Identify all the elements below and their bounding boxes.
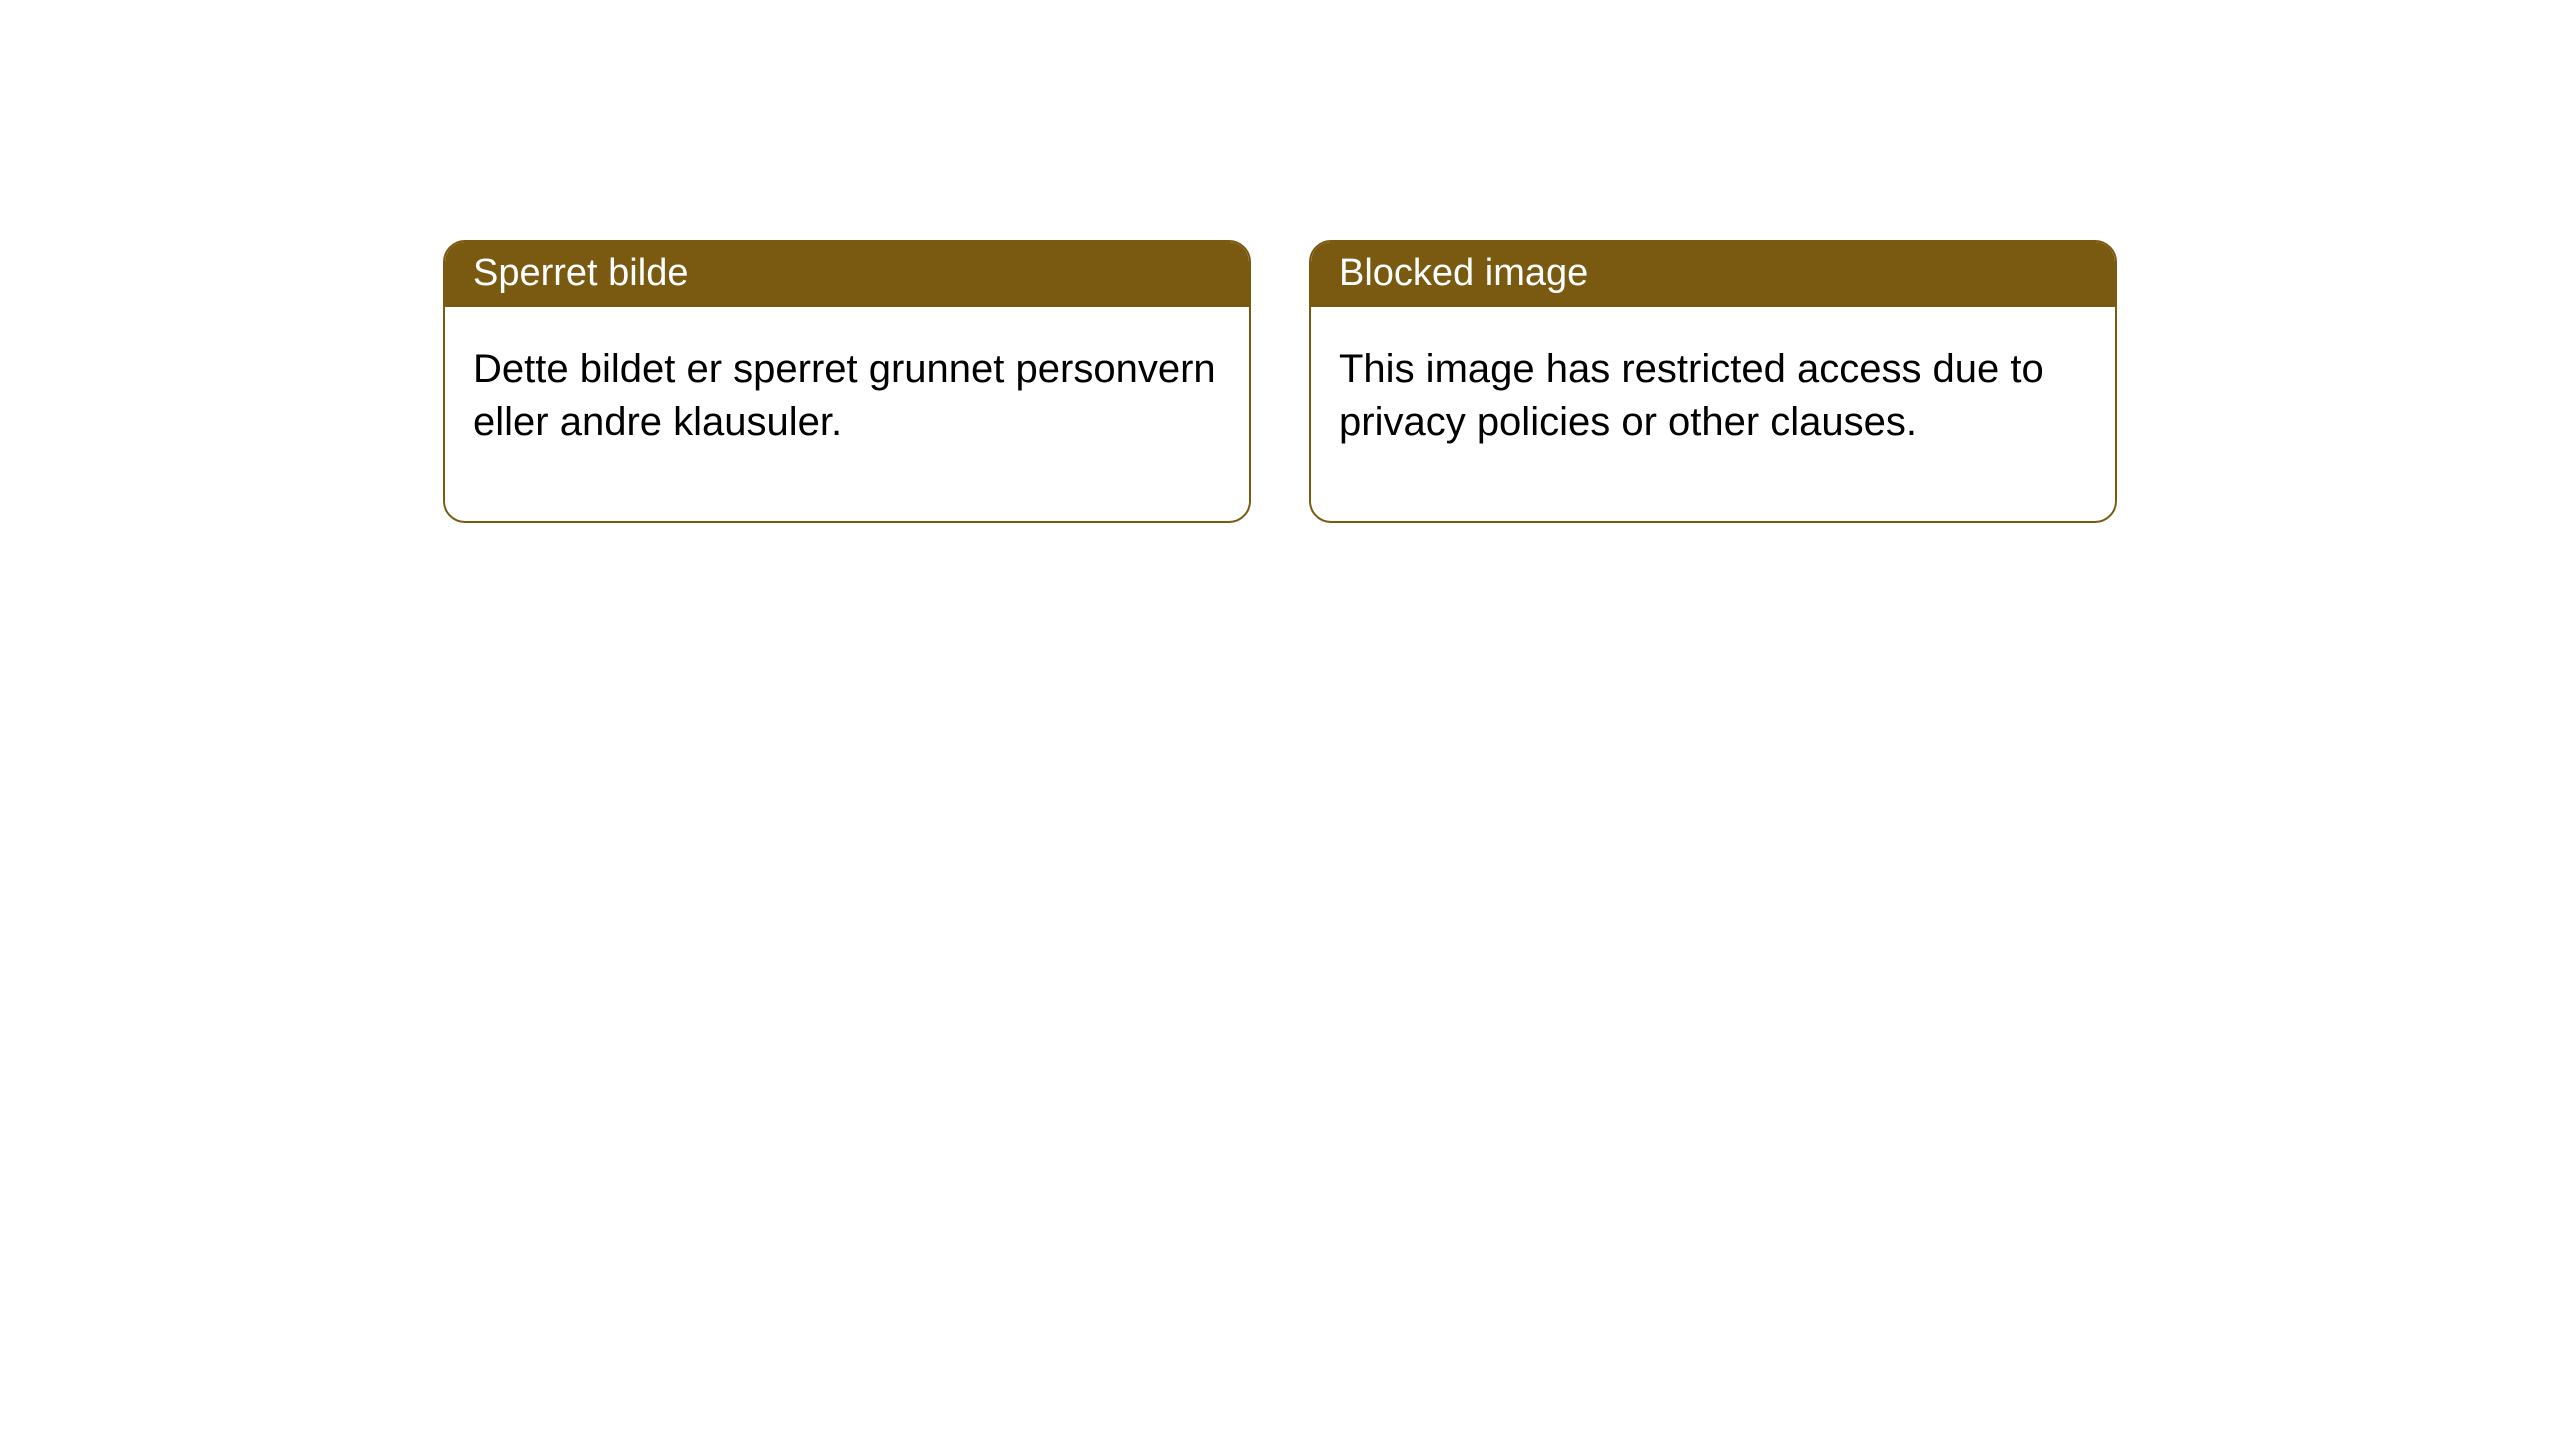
notice-header: Sperret bilde [445,242,1249,307]
notice-body-text: This image has restricted access due to … [1339,347,2044,444]
notice-title: Blocked image [1339,252,1588,294]
notice-title: Sperret bilde [473,252,688,294]
notice-body: Dette bildet er sperret grunnet personve… [445,307,1249,521]
notice-box-english: Blocked image This image has restricted … [1309,240,2117,523]
notice-body-text: Dette bildet er sperret grunnet personve… [473,347,1216,444]
notice-box-norwegian: Sperret bilde Dette bildet er sperret gr… [443,240,1251,523]
notice-body: This image has restricted access due to … [1311,307,2115,521]
notice-container: Sperret bilde Dette bildet er sperret gr… [443,240,2117,523]
notice-header: Blocked image [1311,242,2115,307]
